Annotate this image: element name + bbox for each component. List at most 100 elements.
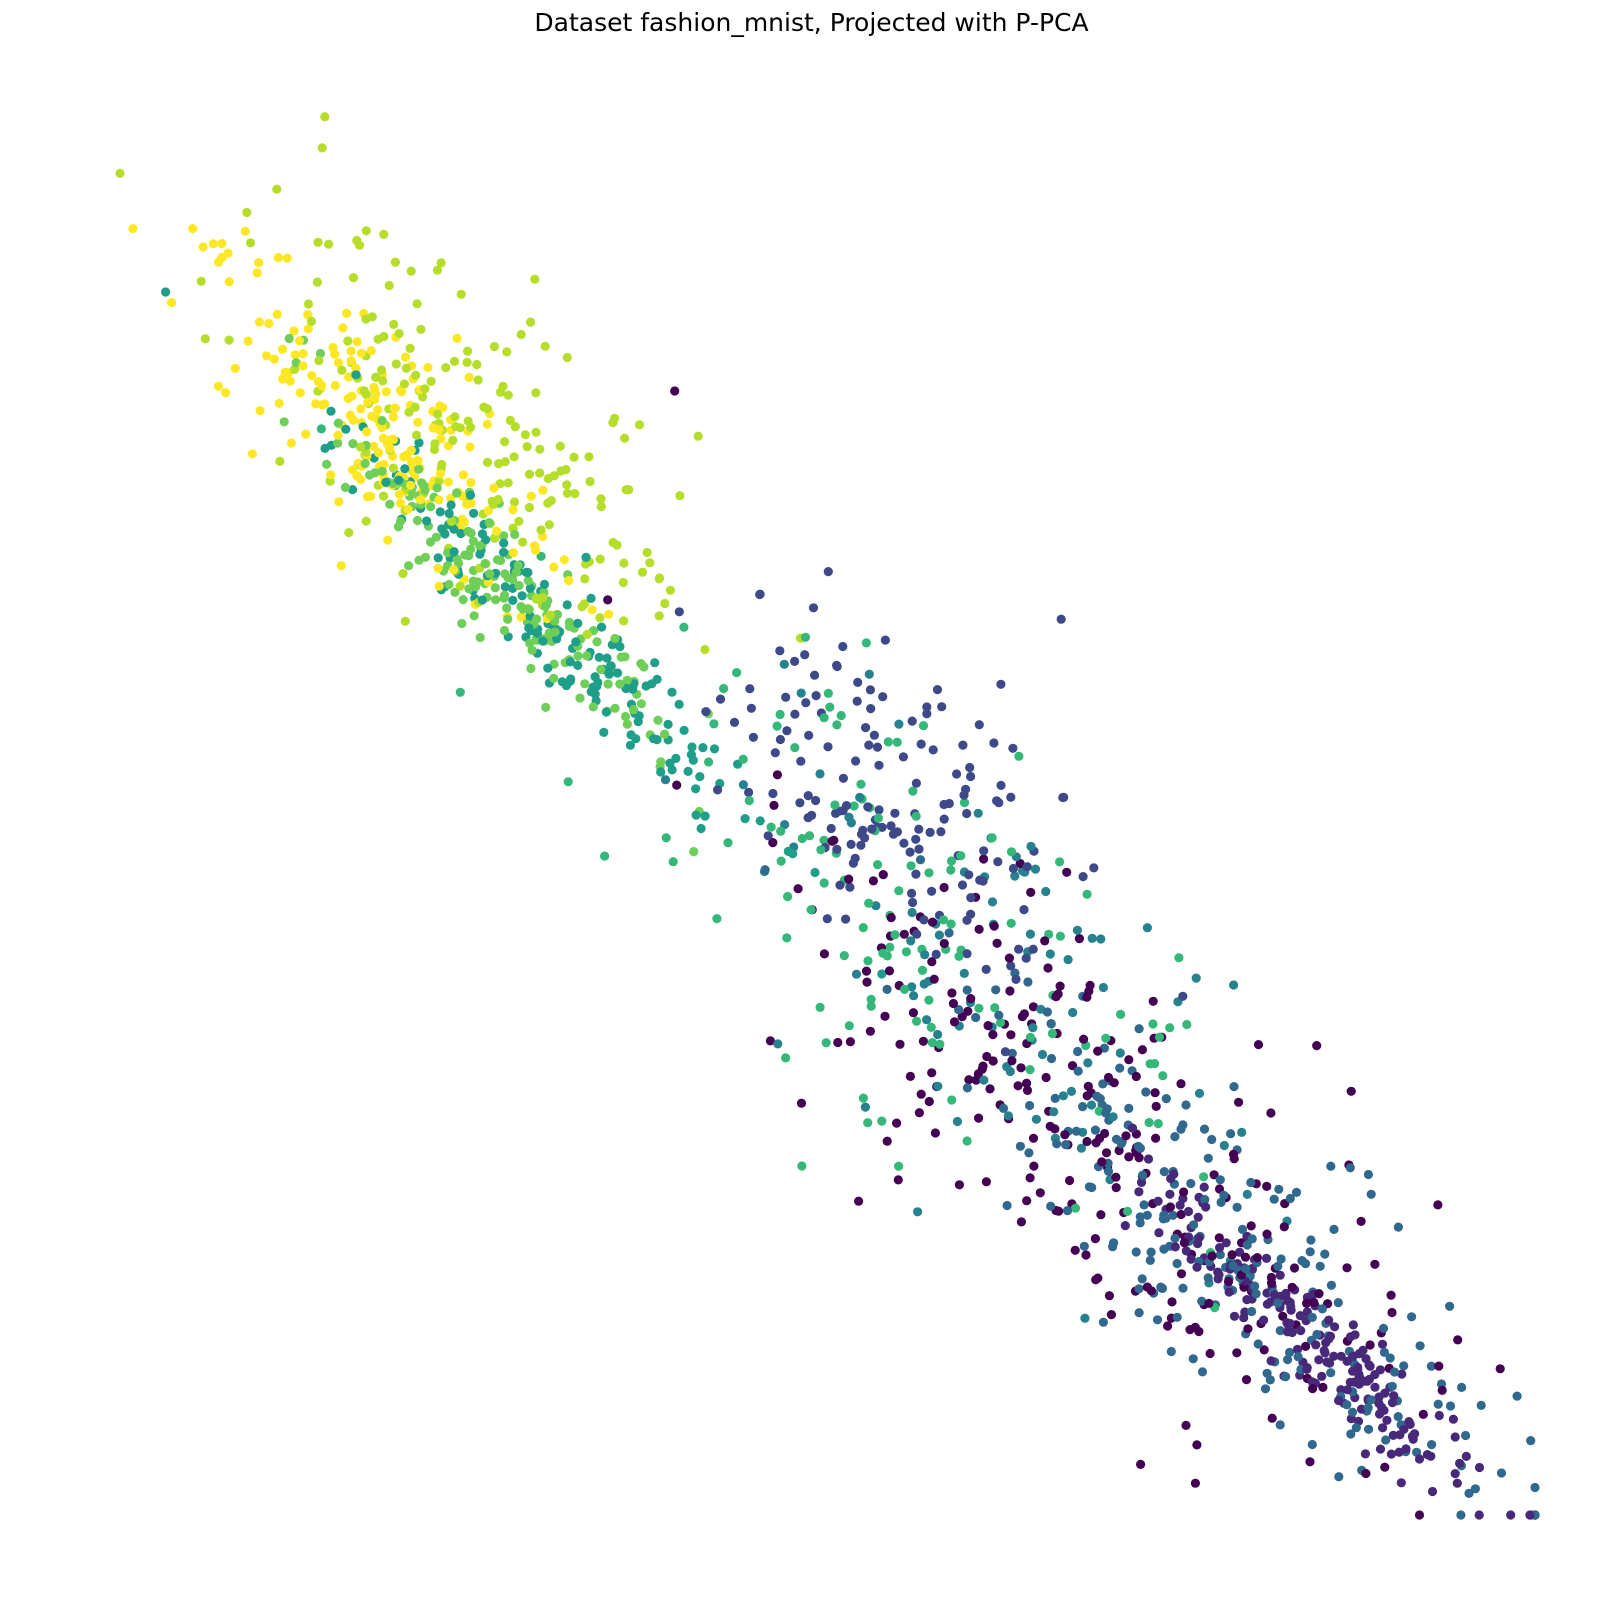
scatter-point-class-0 xyxy=(1262,1181,1272,1191)
scatter-point-class-0 xyxy=(1308,1384,1318,1394)
scatter-point-class-3 xyxy=(1307,1439,1317,1450)
scatter-point-class-0 xyxy=(1370,1259,1380,1269)
scatter-point-class-5 xyxy=(686,750,697,760)
scatter-point-class-0 xyxy=(1136,1459,1146,1469)
scatter-point-class-6 xyxy=(927,1038,938,1048)
scatter-point-class-7 xyxy=(656,757,666,767)
scatter-point-class-0 xyxy=(1043,963,1053,973)
scatter-point-class-7 xyxy=(552,609,563,620)
scatter-point-class-9 xyxy=(252,268,262,278)
scatter-point-class-3 xyxy=(760,865,770,875)
scatter-point-class-0 xyxy=(765,1036,776,1046)
scatter-point-class-6 xyxy=(873,813,884,823)
scatter-point-class-3 xyxy=(1387,1381,1397,1391)
scatter-point-class-6 xyxy=(856,779,866,789)
scatter-point-class-2 xyxy=(869,730,880,740)
scatter-point-class-3 xyxy=(1133,1141,1143,1151)
scatter-point-class-7 xyxy=(417,478,427,488)
scatter-point-class-5 xyxy=(565,676,575,686)
scatter-point-class-6 xyxy=(723,838,733,848)
scatter-point-class-9 xyxy=(366,346,376,356)
scatter-point-class-5 xyxy=(625,740,636,750)
scatter-point-class-1 xyxy=(1281,1288,1291,1298)
scatter-point-class-8 xyxy=(379,331,389,342)
scatter-point-class-0 xyxy=(1386,1290,1396,1300)
scatter-point-class-0 xyxy=(1229,1154,1239,1164)
scatter-point-class-8 xyxy=(371,372,381,382)
scatter-point-class-7 xyxy=(333,418,343,428)
scatter-point-class-0 xyxy=(1165,1202,1175,1212)
scatter-point-class-9 xyxy=(290,350,300,360)
scatter-point-class-9 xyxy=(587,605,597,615)
scatter-point-class-3 xyxy=(1407,1312,1417,1322)
scatter-point-class-6 xyxy=(908,786,918,796)
scatter-point-class-0 xyxy=(796,1098,807,1108)
scatter-point-class-2 xyxy=(845,882,855,892)
scatter-point-class-9 xyxy=(369,441,379,451)
scatter-point-class-9 xyxy=(254,258,264,268)
scatter-point-class-0 xyxy=(1267,1413,1277,1423)
scatter-point-class-8 xyxy=(410,402,420,412)
scatter-point-class-8 xyxy=(343,336,353,346)
scatter-point-class-7 xyxy=(636,659,646,669)
scatter-point-class-6 xyxy=(781,1053,791,1063)
scatter-point-class-8 xyxy=(275,456,285,466)
scatter-point-class-9 xyxy=(330,380,340,391)
scatter-point-class-0 xyxy=(1019,1009,1029,1019)
scatter-point-class-0 xyxy=(988,1030,998,1040)
scatter-point-class-3 xyxy=(1046,1053,1057,1064)
scatter-point-class-5 xyxy=(565,657,576,667)
scatter-point-class-1 xyxy=(1215,1243,1225,1253)
scatter-point-class-0 xyxy=(982,1051,992,1062)
scatter-point-class-0 xyxy=(1346,1086,1356,1096)
scatter-point-class-2 xyxy=(912,929,922,939)
scatter-point-class-8 xyxy=(645,558,655,568)
scatter-point-class-5 xyxy=(581,552,591,563)
scatter-point-class-9 xyxy=(208,239,218,249)
scatter-point-class-6 xyxy=(885,942,895,952)
scatter-point-class-4 xyxy=(919,979,929,989)
scatter-point-class-0 xyxy=(833,1037,843,1048)
scatter-point-class-9 xyxy=(328,343,338,353)
scatter-point-class-9 xyxy=(516,612,526,622)
scatter-point-class-2 xyxy=(892,827,903,837)
scatter-point-class-3 xyxy=(1250,1281,1260,1291)
scatter-point-class-7 xyxy=(541,702,551,713)
scatter-point-class-1 xyxy=(1213,1274,1223,1284)
scatter-point-class-2 xyxy=(775,734,786,745)
scatter-point-class-3 xyxy=(1124,1103,1134,1113)
scatter-point-class-3 xyxy=(1273,1298,1283,1308)
scatter-point-class-0 xyxy=(1104,1291,1114,1301)
scatter-point-class-3 xyxy=(1307,1312,1317,1322)
scatter-point-class-0 xyxy=(992,938,1002,948)
scatter-point-class-0 xyxy=(1253,1040,1264,1050)
scatter-point-class-6 xyxy=(1047,1028,1057,1039)
scatter-point-class-0 xyxy=(768,838,778,848)
scatter-point-class-9 xyxy=(198,242,208,252)
scatter-point-class-2 xyxy=(831,808,841,819)
scatter-point-class-3 xyxy=(1320,1249,1330,1259)
scatter-point-class-4 xyxy=(1037,1049,1048,1060)
scatter-point-class-2 xyxy=(823,742,833,752)
scatter-point-class-9 xyxy=(383,535,393,545)
scatter-point-class-3 xyxy=(1275,1420,1285,1430)
scatter-point-class-0 xyxy=(769,800,779,811)
scatter-point-class-1 xyxy=(1427,1486,1438,1497)
scatter-point-class-3 xyxy=(1464,1488,1474,1498)
scatter-point-class-0 xyxy=(845,1037,856,1047)
scatter-point-class-9 xyxy=(301,429,311,439)
scatter-point-class-6 xyxy=(816,845,826,855)
scatter-point-class-8 xyxy=(379,491,389,501)
scatter-point-class-0 xyxy=(1259,1345,1269,1355)
scatter-point-class-8 xyxy=(596,502,606,512)
scatter-point-class-2 xyxy=(846,839,856,850)
scatter-point-class-9 xyxy=(526,491,536,501)
scatter-point-class-5 xyxy=(698,743,708,753)
scatter-point-class-2 xyxy=(890,808,900,818)
scatter-point-class-0 xyxy=(1314,1289,1324,1299)
scatter-point-class-0 xyxy=(905,1071,916,1081)
scatter-point-class-4 xyxy=(1237,1127,1247,1137)
scatter-point-class-3 xyxy=(1329,1224,1339,1234)
scatter-point-class-2 xyxy=(931,949,941,960)
